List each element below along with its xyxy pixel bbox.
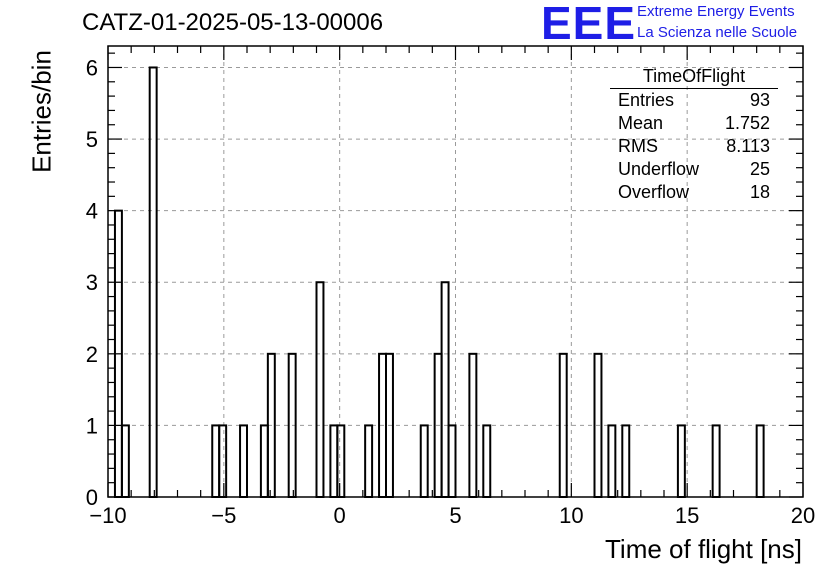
histogram-bin: [419, 424, 429, 498]
histogram-bin: [755, 424, 765, 498]
y-tick-label: 2: [86, 342, 98, 367]
y-tick-label: 3: [86, 270, 98, 295]
y-tick-label: 1: [86, 413, 98, 438]
histogram-bin: [259, 424, 269, 498]
y-tick-label: 6: [86, 55, 98, 80]
stats-row-underflow: Underflow 25: [610, 158, 778, 181]
stats-value: 1.752: [724, 113, 770, 133]
stats-value: 18: [749, 182, 770, 202]
histogram-bin: [440, 281, 450, 498]
histogram-bin: [447, 424, 457, 498]
y-tick-label: 5: [86, 127, 98, 152]
y-tick-label: 4: [86, 199, 98, 224]
stats-row-overflow: Overflow 18: [610, 181, 778, 204]
stats-label: Underflow: [618, 159, 700, 179]
stats-title: TimeOfFlight: [610, 66, 778, 89]
histogram-bin: [711, 424, 721, 498]
histogram-bin: [120, 424, 130, 498]
eee-logo: EEE: [541, 0, 637, 49]
stats-label: Overflow: [618, 182, 690, 202]
histogram-bin: [621, 424, 631, 498]
stats-value: 25: [749, 159, 770, 179]
stats-row-rms: RMS 8.113: [610, 135, 778, 158]
stats-row-mean: Mean 1.752: [610, 112, 778, 135]
stats-label: Entries: [618, 90, 675, 110]
logo-line-2: La Scienza nelle Scuole: [637, 24, 798, 41]
stats-label: RMS: [618, 136, 658, 156]
histogram-bin: [218, 424, 228, 498]
histogram-bin: [211, 424, 221, 498]
histogram-bin: [676, 424, 686, 498]
histogram-bin: [482, 424, 492, 498]
chart-title: CATZ-01-2025-05-13-00006: [82, 9, 384, 36]
stats-label: Mean: [618, 113, 664, 133]
logo-line-1: Extreme Energy Events: [637, 3, 795, 20]
stats-value: 8.113: [726, 136, 770, 156]
x-tick-label: 0: [334, 503, 346, 528]
histogram-bin: [336, 424, 346, 498]
y-tick-label: 0: [86, 485, 98, 510]
x-tick-label: 20: [791, 503, 815, 528]
stats-row-entries: Entries 93: [610, 89, 778, 112]
y-axis-label: Entries/bin: [26, 50, 57, 173]
histogram-bin: [315, 281, 325, 498]
x-tick-label: 15: [675, 503, 699, 528]
histogram-bin: [607, 424, 617, 498]
histogram-bin: [364, 424, 374, 498]
histogram-bin: [239, 424, 249, 498]
x-tick-label: −10: [89, 503, 126, 528]
x-tick-label: 10: [559, 503, 583, 528]
histogram-bin: [329, 424, 339, 498]
stats-box: TimeOfFlight Entries 93 Mean 1.752 RMS 8…: [610, 66, 778, 204]
x-axis-label: Time of flight [ns]: [605, 534, 802, 564]
stats-value: 93: [749, 90, 770, 110]
x-tick-label: −5: [211, 503, 236, 528]
x-tick-label: 5: [449, 503, 461, 528]
